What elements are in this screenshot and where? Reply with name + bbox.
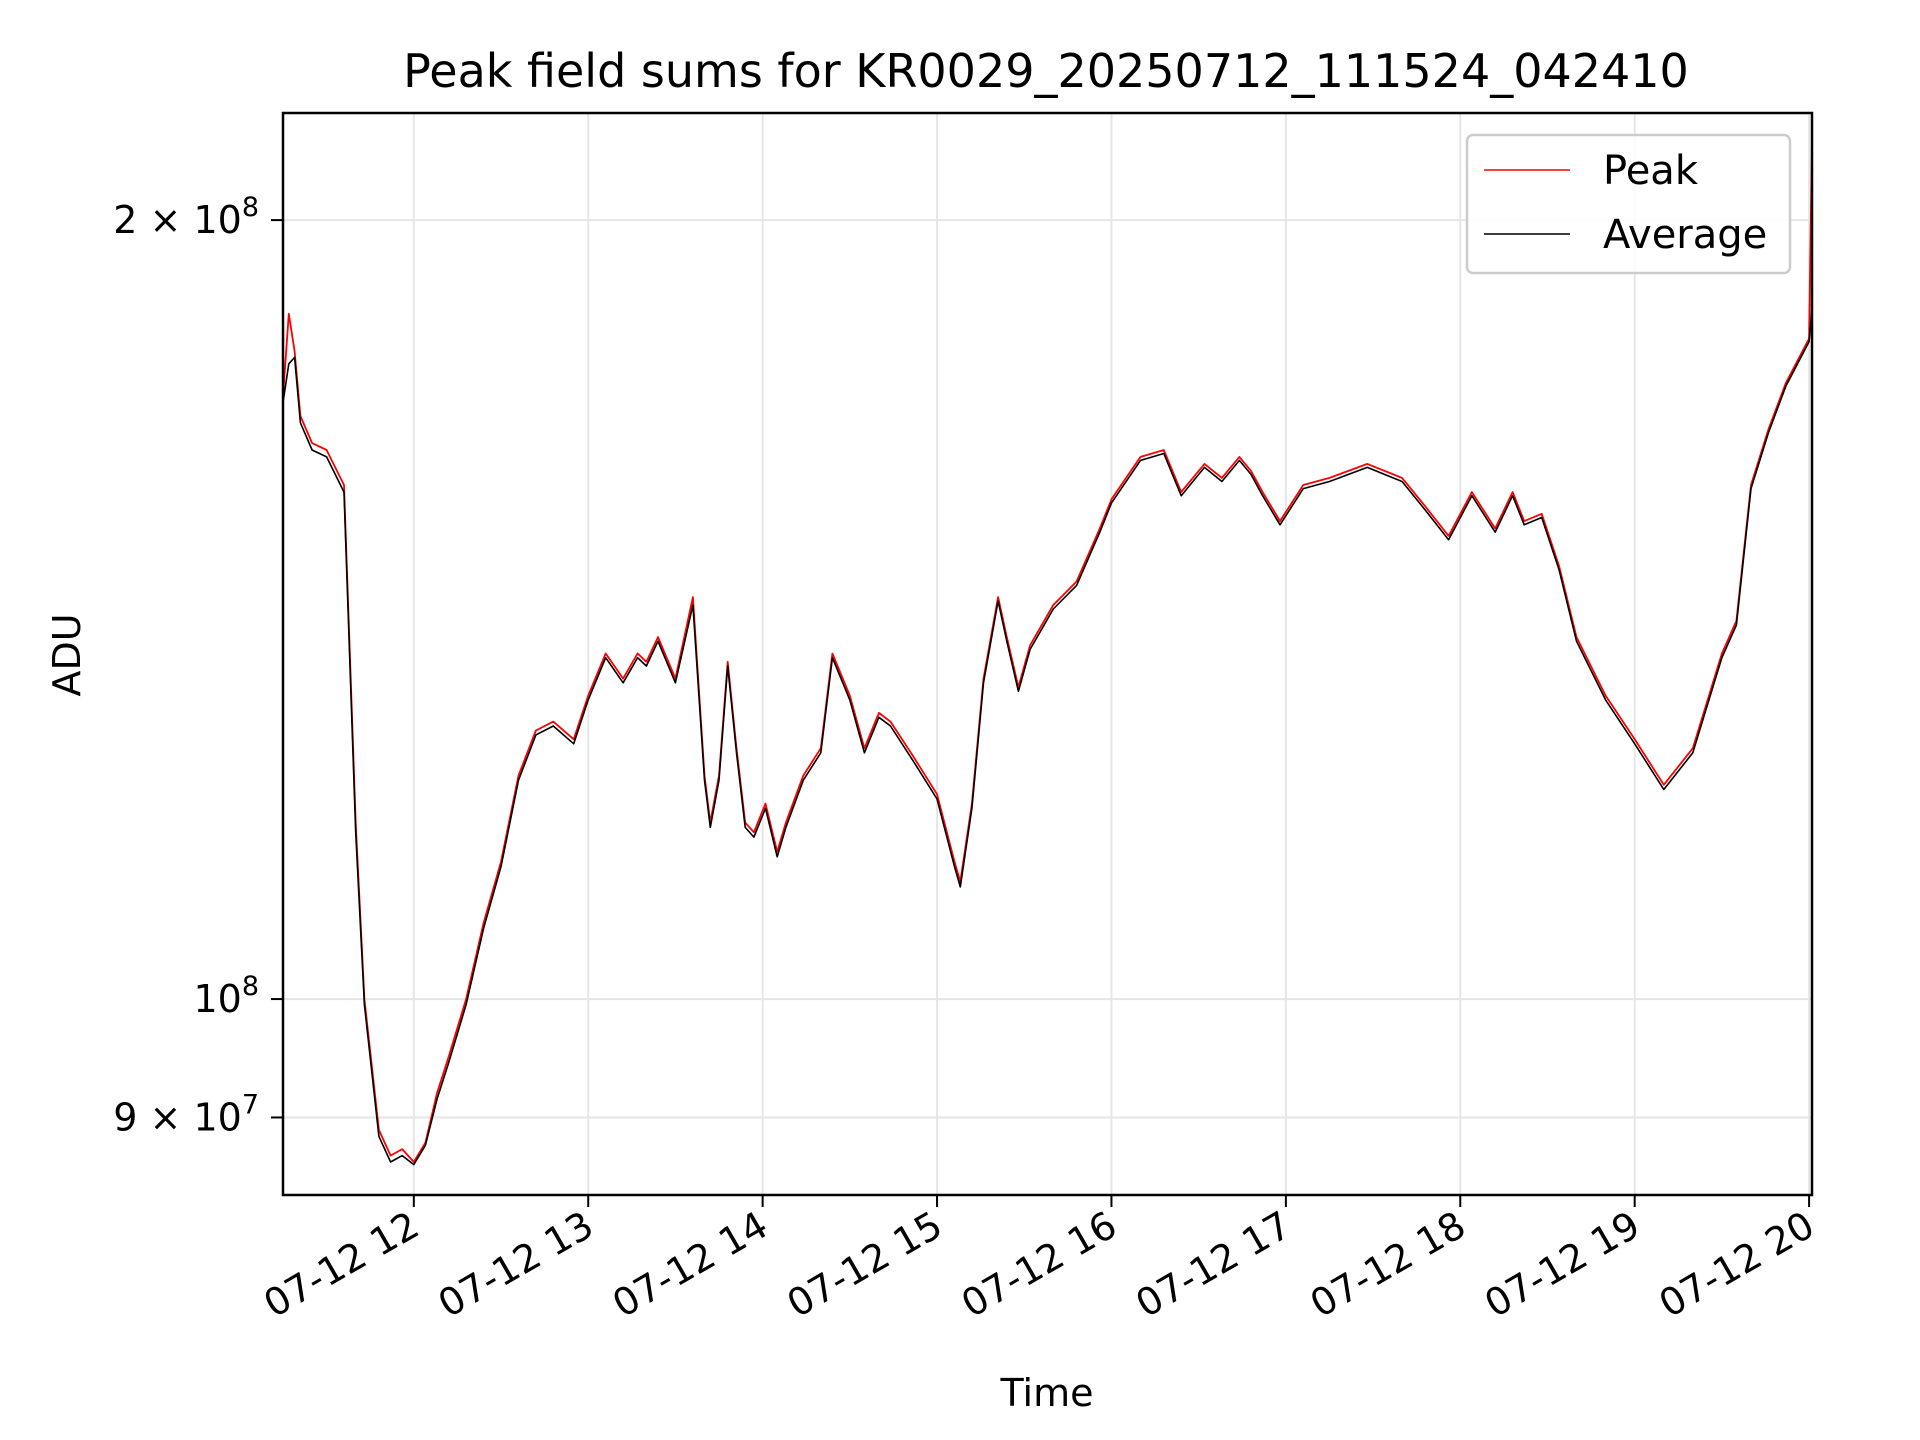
y-tick-label: 2 × 108 (113, 192, 259, 242)
chart-title: Peak field sums for KR0029_20250712_1115… (403, 44, 1689, 98)
y-axis-label: ADU (45, 613, 89, 696)
series-line-peak (283, 138, 1812, 1163)
y-tick-label-exponent: 8 (242, 971, 259, 1002)
legend-peak-label: Peak (1603, 148, 1699, 194)
y-tick-label-base: 9 × 10 (113, 1095, 242, 1139)
plot-frame (281, 111, 1814, 1197)
x-axis-label: Time (1000, 1371, 1094, 1415)
legend-average-label: Average (1603, 212, 1767, 258)
y-tick-label: 108 (193, 971, 259, 1021)
y-tick-label-base: 2 × 10 (113, 198, 242, 242)
y-tick-label-exponent: 7 (242, 1089, 259, 1120)
y-tick-label-base: 10 (193, 977, 241, 1021)
y-tick-label: 9 × 107 (113, 1089, 259, 1139)
series-line-average (283, 307, 1812, 1166)
legend[interactable]: Peak Average (1465, 133, 1792, 275)
y-tick-label-exponent: 8 (242, 192, 259, 223)
series-layer (283, 138, 1812, 1166)
